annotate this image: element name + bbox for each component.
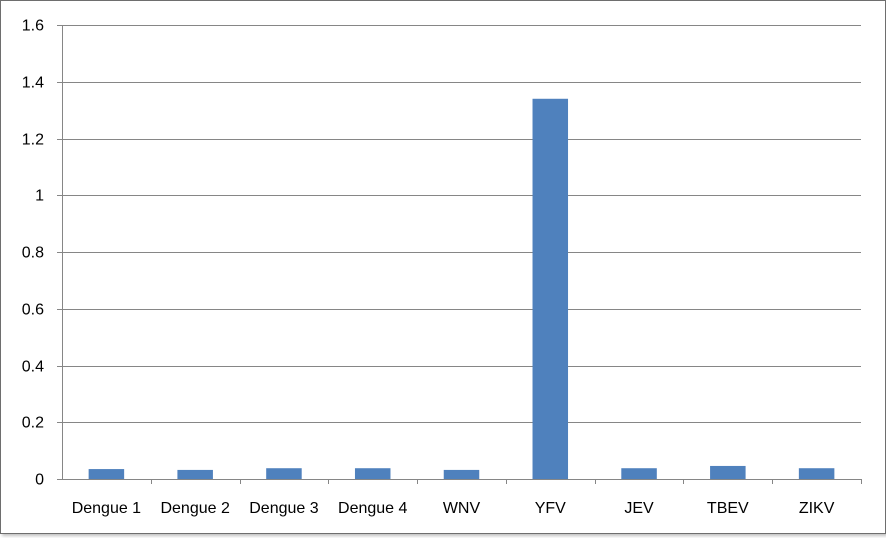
y-tick-label: 0.6 — [22, 302, 44, 319]
bar-zikv — [798, 468, 835, 479]
bar-dengue-2 — [177, 469, 213, 479]
x-tick-label: Dengue 1 — [72, 500, 141, 517]
bars — [88, 98, 835, 480]
y-tick-label: 0.4 — [22, 359, 44, 376]
y-tick-label: 1 — [35, 188, 44, 205]
y-tick-label: 0.8 — [22, 245, 44, 262]
y-tick-label: 0.2 — [22, 415, 44, 432]
bar-dengue-1 — [88, 469, 125, 479]
x-tick-label: TBEV — [707, 500, 749, 517]
x-tick-label: Dengue 2 — [160, 500, 229, 517]
x-tick-label: JEV — [624, 500, 654, 517]
x-tick-label: WNV — [443, 500, 481, 517]
bar-dengue-4 — [354, 468, 391, 479]
y-tick-label: 1.6 — [22, 18, 44, 35]
bar-tbev — [710, 465, 746, 479]
bar-dengue-3 — [266, 468, 302, 479]
bar-yfv — [532, 98, 569, 480]
gridlines — [62, 25, 861, 423]
x-tick-label: Dengue 4 — [338, 500, 407, 517]
x-tick-labels: Dengue 1 Dengue 2 Dengue 3 Dengue 4 WNV YFV JE… — [72, 500, 835, 517]
y-tick-label: 1.2 — [22, 132, 44, 149]
y-tick-label: 0 — [35, 472, 44, 489]
bar-wnv — [443, 469, 480, 479]
y-tick-labels: 0 0.2 0.4 0.6 0.8 1 1.2 1.4 1.6 — [22, 18, 44, 489]
x-tick-label: YFV — [535, 500, 566, 517]
x-tick-label: Dengue 3 — [249, 500, 318, 517]
axes — [57, 25, 862, 484]
bar-jev — [621, 468, 657, 479]
x-tick-label: ZIKV — [799, 500, 835, 517]
y-tick-label: 1.4 — [22, 75, 44, 92]
